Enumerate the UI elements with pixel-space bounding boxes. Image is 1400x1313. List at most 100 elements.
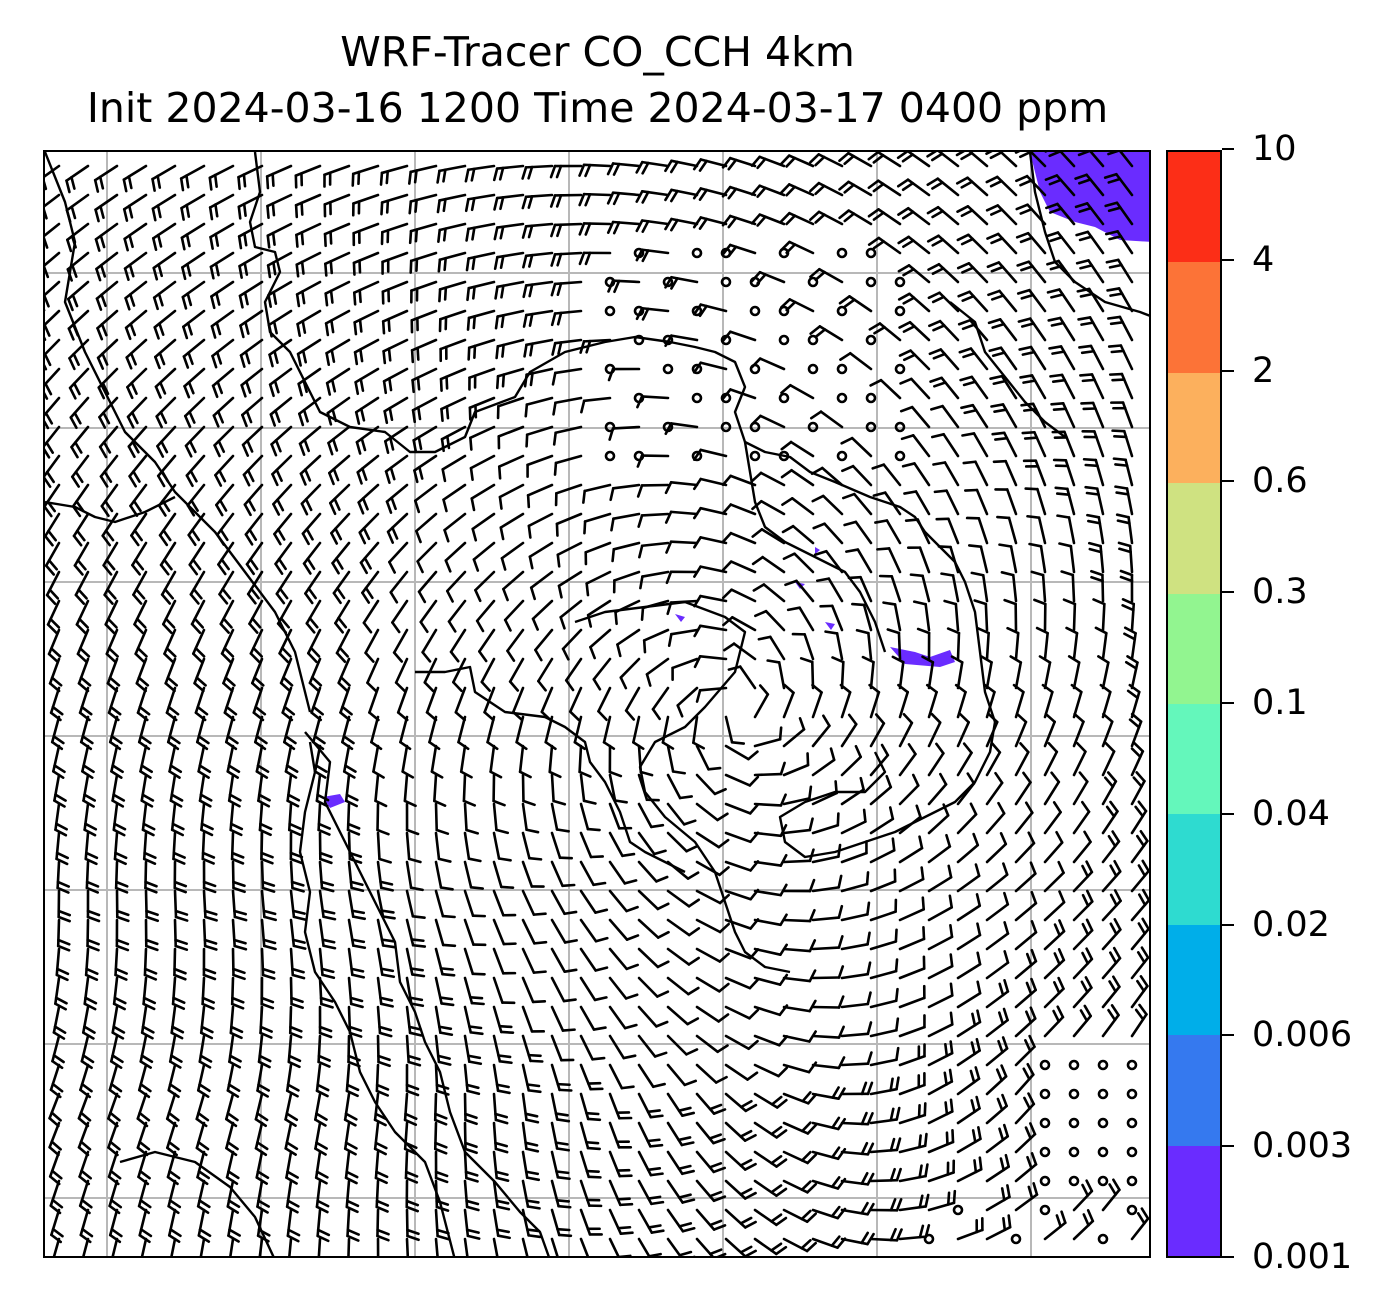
wind-barb-feather (1025, 1010, 1033, 1024)
wind-barb-staff (1037, 516, 1047, 545)
wind-barb-feather (128, 474, 137, 488)
wind-barb-staff (229, 1237, 235, 1256)
wind-barb-feather (278, 652, 290, 664)
colorbar-tick-label: 0.6 (1252, 461, 1308, 502)
wind-barb-staff (441, 454, 467, 471)
wind-barb-feather (79, 1140, 92, 1151)
wind-barb-staff (183, 396, 206, 418)
wind-barb-staff (550, 1063, 561, 1092)
wind-barb-staff (1059, 152, 1076, 168)
wind-barb-feather (321, 973, 336, 980)
map-panel[interactable] (43, 150, 1151, 1258)
wind-barb-staff (898, 1205, 928, 1212)
wind-barb-feather (179, 177, 185, 192)
wind-barb-feather (219, 528, 229, 542)
colorbar-tick-label: 0.006 (1252, 1015, 1353, 1056)
wind-barb-feather (56, 886, 70, 894)
wind-barb-staff (111, 773, 119, 802)
wind-barb-staff (951, 574, 960, 603)
wind-barb-staff (753, 737, 782, 748)
wind-barb-feather (692, 741, 706, 750)
wind-barb-feather (173, 886, 188, 894)
wind-barb-feather (770, 1242, 783, 1252)
wind-barb-feather (245, 380, 252, 394)
wind-barb-feather (1078, 235, 1093, 242)
wind-barb-feather (969, 802, 978, 816)
wind-barb-feather (102, 440, 112, 454)
wind-barb-feather (951, 1129, 955, 1144)
wind-barb-staff (758, 270, 786, 284)
wind-barb-feather (314, 764, 328, 773)
wind-barb-feather (1121, 598, 1136, 606)
wind-barb-feather (782, 552, 796, 561)
wind-barb-feather (989, 152, 1003, 160)
wind-barb-staff (267, 280, 293, 297)
wind-barb-staff (640, 541, 670, 548)
wind-barb-feather (364, 651, 375, 663)
wind-barb-staff (66, 251, 90, 271)
wind-barb-feather (464, 168, 470, 183)
wind-barb-staff (1130, 809, 1148, 835)
wind-barb-staff (579, 1005, 596, 1031)
wind-barb-feather (433, 1147, 448, 1155)
wind-barb-staff (99, 454, 119, 478)
wind-barb-feather (251, 617, 262, 629)
wind-barb-staff (521, 1179, 530, 1208)
wind-barb-staff (555, 512, 583, 526)
wind-barb-feather (1030, 890, 1038, 905)
wind-barb-feather (889, 1167, 896, 1182)
wind-barb-feather (1053, 923, 1061, 937)
wind-barb-staff (550, 1237, 559, 1256)
wind-barb-feather (215, 503, 224, 517)
wind-barb-feather (433, 799, 447, 807)
wind-barb-staff (255, 744, 264, 773)
wind-barb-feather (508, 680, 520, 692)
wind-barb-feather (354, 380, 360, 396)
wind-barb-staff (637, 947, 660, 969)
wind-barb-staff (93, 164, 119, 182)
calm-marker (691, 363, 703, 375)
wind-barb-feather (330, 319, 335, 334)
wind-barb-feather (1015, 231, 1030, 239)
wind-barb-feather (751, 499, 763, 511)
wind-barb-staff (553, 367, 583, 375)
wind-barb-staff (879, 378, 902, 400)
wind-barb-feather (72, 382, 81, 396)
wind-barb-feather (837, 935, 844, 949)
wind-barb-feather (129, 504, 139, 517)
wind-barb-feather (876, 547, 891, 551)
wind-barb-feather (160, 470, 170, 483)
wind-barb-staff (811, 758, 836, 777)
wind-barb-staff (1101, 810, 1119, 835)
wind-barb-feather (289, 851, 304, 859)
wind-barb-feather (987, 318, 1002, 325)
wind-barb-staff (492, 889, 505, 917)
wind-barb-staff (666, 1034, 688, 1056)
wind-barb-feather (321, 938, 336, 944)
wind-barb-staff (231, 860, 235, 890)
calm-marker (720, 276, 732, 288)
wind-barb-feather (169, 764, 183, 774)
wind-barb-staff (1099, 544, 1105, 574)
wind-barb-feather (201, 857, 215, 865)
wind-barb-feather (445, 589, 454, 603)
wind-barb-feather (65, 179, 71, 194)
wind-barb-staff (258, 802, 264, 832)
wind-barb-feather (328, 471, 335, 486)
wind-barb-feather (843, 154, 855, 166)
wind-barb-feather (83, 793, 96, 802)
coastline-east-lobe (778, 721, 997, 859)
wind-barb-feather (1119, 575, 1134, 583)
wind-barb-staff (811, 916, 841, 922)
wind-barb-staff (640, 190, 670, 197)
calm-marker (1039, 1146, 1051, 1158)
wind-barb-feather (324, 262, 328, 277)
wind-barb-feather (525, 433, 529, 448)
wind-barb-staff (139, 744, 148, 773)
wind-barb-feather (443, 256, 447, 272)
wind-barb-staff (45, 193, 61, 208)
wind-barb-staff (753, 976, 782, 986)
wind-barb-feather (808, 785, 813, 800)
wind-barb-staff (401, 744, 409, 773)
wind-barb-staff (521, 947, 536, 974)
